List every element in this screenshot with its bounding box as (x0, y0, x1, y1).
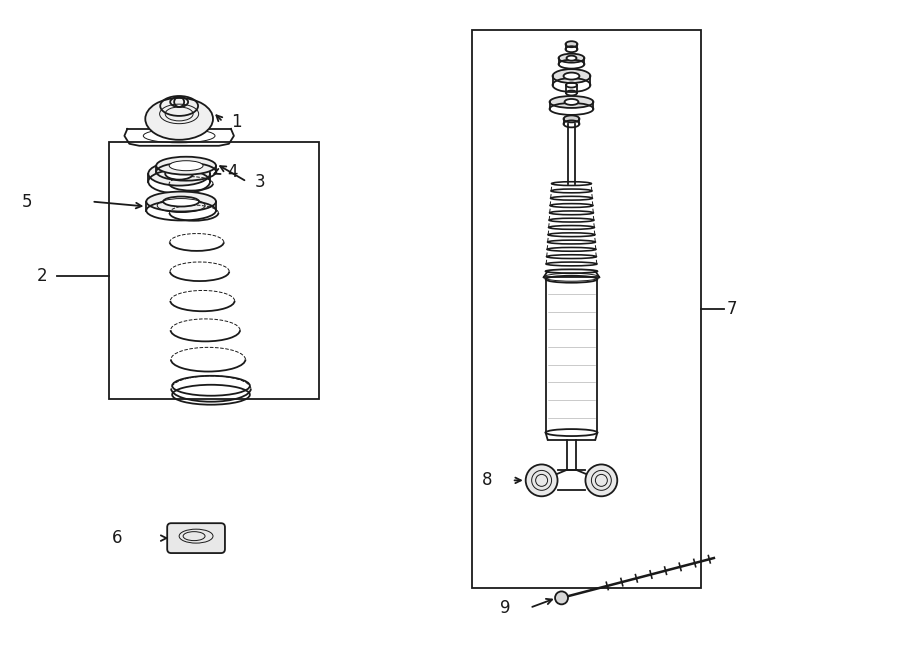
Text: 3: 3 (255, 173, 266, 190)
Ellipse shape (169, 161, 203, 171)
Bar (110, 142, 319, 399)
Text: 7: 7 (727, 300, 737, 318)
Circle shape (526, 465, 557, 496)
Text: 5: 5 (22, 192, 32, 211)
Ellipse shape (550, 96, 593, 108)
Text: 2: 2 (37, 267, 48, 286)
Ellipse shape (145, 98, 213, 140)
Ellipse shape (565, 41, 578, 47)
Ellipse shape (563, 116, 580, 122)
Ellipse shape (559, 54, 584, 63)
Ellipse shape (147, 192, 216, 212)
Ellipse shape (564, 99, 579, 105)
Ellipse shape (553, 69, 590, 83)
Bar (472, 30, 701, 588)
FancyBboxPatch shape (167, 524, 225, 553)
Ellipse shape (563, 73, 580, 79)
Ellipse shape (555, 592, 568, 604)
Text: 9: 9 (500, 599, 510, 617)
Text: 4: 4 (227, 163, 238, 180)
Text: 8: 8 (482, 471, 492, 489)
Text: 6: 6 (112, 529, 122, 547)
Ellipse shape (163, 196, 199, 206)
Circle shape (585, 465, 617, 496)
Ellipse shape (157, 157, 216, 175)
Ellipse shape (566, 56, 577, 61)
Ellipse shape (166, 168, 194, 180)
Ellipse shape (148, 162, 210, 186)
Text: 1: 1 (231, 113, 241, 131)
